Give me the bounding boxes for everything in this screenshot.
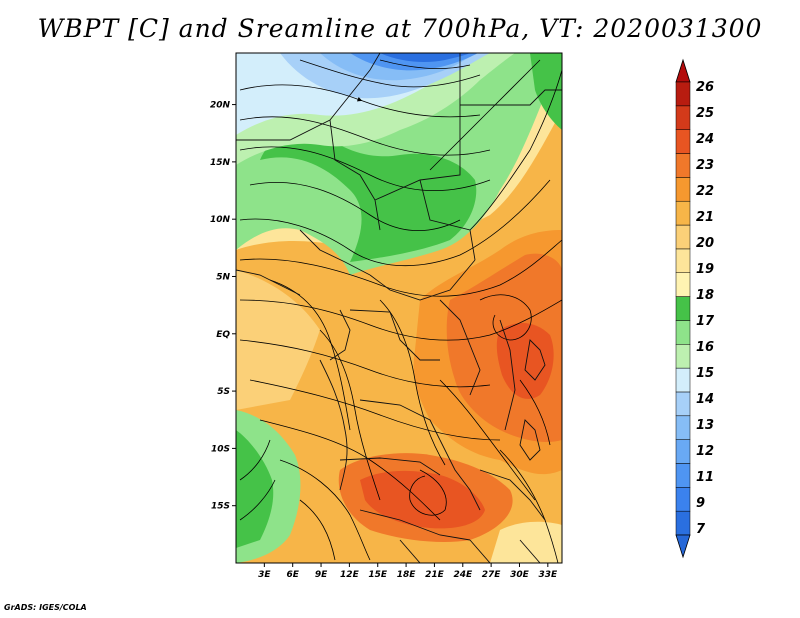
colorbar-segment xyxy=(675,105,691,130)
lon-label: 24E xyxy=(453,570,473,580)
map-frame xyxy=(235,52,563,564)
wbpt-band-9 xyxy=(380,53,470,62)
colorbar-label: 16 xyxy=(696,340,714,355)
colorbar-label: 9 xyxy=(696,496,705,511)
colorbar-label: 15 xyxy=(696,366,714,381)
lat-label: 15N xyxy=(210,158,231,168)
colorbar-segment xyxy=(675,439,691,464)
country-borders xyxy=(236,53,562,563)
colorbar-segment xyxy=(675,415,691,440)
colorbar-label: 13 xyxy=(696,418,714,433)
colorbar-label: 11 xyxy=(696,470,714,485)
wbpt-band-20-west xyxy=(236,270,320,410)
colorbar-label: 23 xyxy=(696,158,714,173)
lon-label: 6E xyxy=(286,570,299,580)
colorbar-label: 24 xyxy=(696,132,714,147)
lat-label: 10S xyxy=(211,444,230,454)
colorbar: 7 9 11 12 13 14 15 16 17 18 19 20 21 22 23 24 25 26 xyxy=(675,58,715,559)
lon-label: 9E xyxy=(315,570,328,580)
map-panel xyxy=(236,53,562,563)
lat-label: 5N xyxy=(216,272,230,282)
longitude-axis: 3E 6E 9E 12E 15E 18E 21E 24E 27E 30E 33E xyxy=(258,563,558,580)
colorbar-bottom-arrow xyxy=(675,534,691,559)
colorbar-label: 25 xyxy=(696,106,714,121)
lon-label: 33E xyxy=(538,570,558,580)
colorbar-label: 18 xyxy=(696,288,714,303)
colorbar-segment xyxy=(675,344,691,369)
colorbar-label: 19 xyxy=(696,262,714,277)
lon-label: 21E xyxy=(425,570,445,580)
colorbar-segment xyxy=(675,200,691,226)
colorbar-segment xyxy=(675,463,691,488)
colorbar-label: 7 xyxy=(696,522,706,537)
lon-label: 15E xyxy=(368,570,388,580)
colorbar-label: 26 xyxy=(696,80,714,95)
lon-label: 27E xyxy=(482,570,502,580)
colorbar-segment xyxy=(675,81,691,107)
latitude-axis: 20N 15N 10N 5N EQ 5S 10S 15S xyxy=(210,101,236,512)
wbpt-band-18 xyxy=(260,128,477,262)
wbpt-band-19-se xyxy=(490,521,562,563)
colorbar-segment xyxy=(675,177,691,202)
map-title: WBPT [C] and Sreamline at 700hPa, VT: 20… xyxy=(37,14,763,43)
colorbar-segment xyxy=(675,129,691,154)
colorbar-segment xyxy=(675,320,691,345)
colorbar-segment xyxy=(675,224,691,250)
lat-label: 5S xyxy=(217,387,230,397)
colorbar-label: 17 xyxy=(696,314,715,329)
lon-label: 12E xyxy=(340,570,360,580)
lon-label: 30E xyxy=(510,570,530,580)
wbpt-band-18-ne xyxy=(530,53,562,130)
footer-credit: GrADS: IGES/COLA xyxy=(4,603,87,612)
wbpt-band-25-east xyxy=(496,323,554,399)
lat-label: EQ xyxy=(216,330,230,340)
colorbar-segment xyxy=(675,367,691,393)
lat-label: 15S xyxy=(211,502,230,512)
colorbar-label: 14 xyxy=(696,392,714,407)
colorbar-segment xyxy=(675,296,691,321)
colorbar-segment xyxy=(675,248,691,273)
lat-label: 20N xyxy=(210,101,231,111)
colorbar-label: 21 xyxy=(696,210,714,225)
streamlines xyxy=(239,59,562,563)
colorbar-segment xyxy=(675,272,691,297)
lon-label: 3E xyxy=(258,570,271,580)
colorbar-label: 22 xyxy=(696,184,714,199)
colorbar-segment xyxy=(675,487,691,512)
colorbar-segment xyxy=(675,153,691,178)
colorbar-label: 20 xyxy=(696,236,714,251)
lon-label: 18E xyxy=(397,570,417,580)
colorbar-segment xyxy=(675,510,691,536)
wbpt-band-25-south xyxy=(360,470,485,529)
colorbar-segment xyxy=(675,391,691,417)
wbpt-band-18-sw xyxy=(236,430,274,548)
colorbar-label: 12 xyxy=(696,444,714,459)
lat-label: 10N xyxy=(210,215,231,225)
colorbar-top-arrow xyxy=(675,58,691,83)
